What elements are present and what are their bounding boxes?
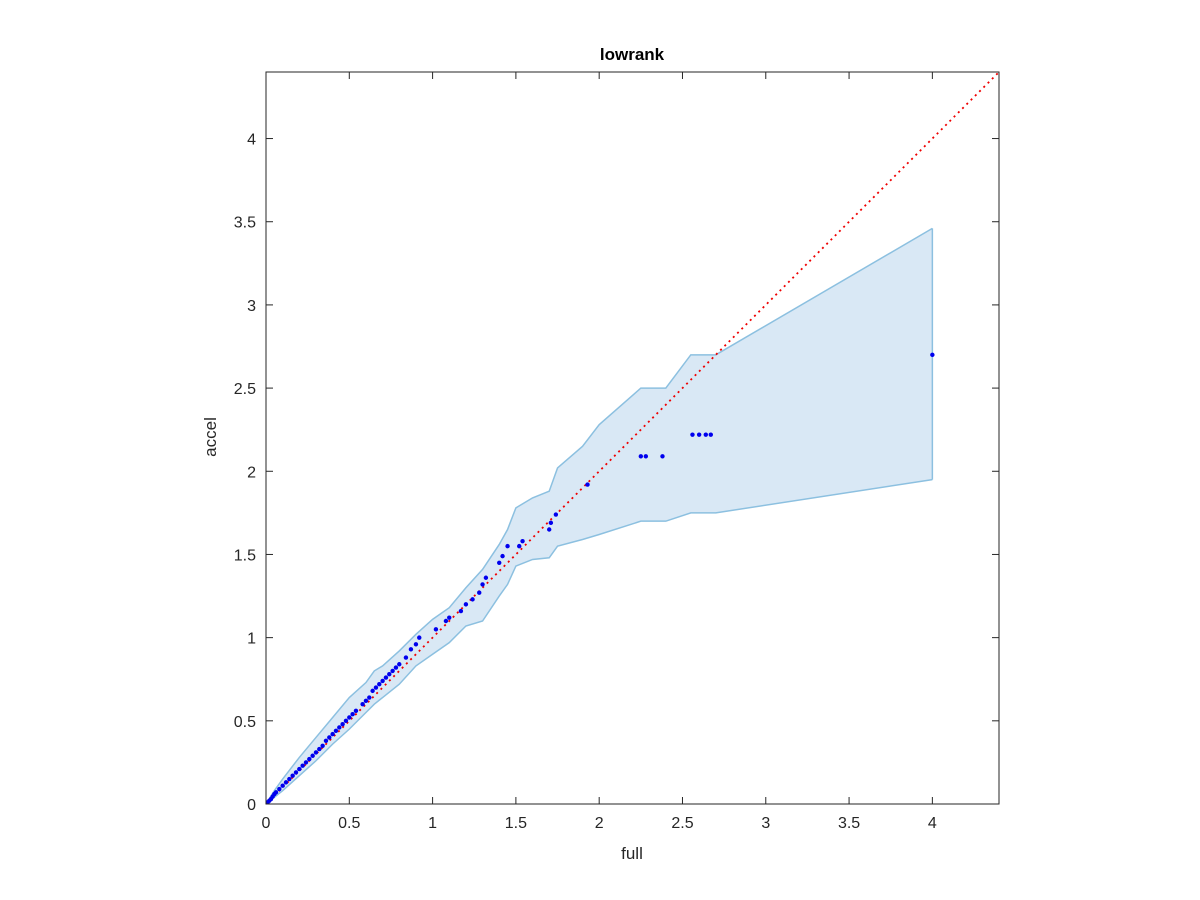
data-point	[340, 721, 345, 727]
data-point	[290, 773, 295, 778]
data-point	[370, 688, 375, 694]
data-point	[696, 432, 702, 437]
x-tick-label: 4	[928, 815, 937, 832]
y-tick-label: 1	[247, 631, 256, 648]
data-point	[297, 766, 302, 772]
data-point	[310, 753, 315, 758]
data-point	[433, 627, 439, 632]
data-point	[323, 738, 329, 743]
data-point	[643, 454, 649, 459]
data-point	[380, 678, 385, 684]
data-point	[330, 731, 335, 737]
data-point	[333, 728, 339, 733]
data-point	[363, 698, 369, 704]
data-point	[470, 597, 475, 602]
data-point	[477, 590, 482, 595]
data-point	[690, 432, 695, 437]
data-point	[497, 560, 502, 565]
data-point	[397, 662, 402, 667]
y-tick-label: 2	[247, 464, 256, 481]
reference-line	[265, 71, 1000, 805]
data-point	[520, 538, 525, 544]
data-point	[337, 725, 342, 730]
data-point	[300, 763, 305, 768]
data-point	[660, 454, 665, 459]
data-point	[360, 701, 365, 707]
data-point	[443, 618, 449, 624]
x-tick-label: 2	[595, 815, 604, 832]
data-point	[447, 615, 452, 620]
x-tick-label: 3.5	[838, 815, 860, 832]
data-point	[483, 575, 489, 580]
data-point	[417, 635, 422, 640]
reference-line-layer	[265, 71, 1000, 805]
ticks-layer: 0 0.5 1 1.5 2 2.5 3 3.5 4 0 0.5 1 1.5 2 2.5 3 3.5 4	[234, 72, 999, 832]
data-point	[280, 783, 285, 788]
data-point	[548, 520, 554, 526]
data-point	[505, 543, 510, 549]
y-axis-label: accel	[201, 417, 220, 457]
data-point	[413, 642, 419, 647]
confidence-band-lower	[265, 478, 933, 805]
data-point	[408, 647, 414, 652]
data-point	[547, 527, 552, 532]
confidence-band-upper	[265, 227, 933, 805]
data-point	[500, 553, 505, 559]
x-axis-label: full	[621, 844, 643, 863]
y-tick-label: 2.5	[234, 381, 256, 398]
data-point	[367, 695, 372, 700]
y-tick-label: 4	[247, 132, 256, 149]
data-point	[320, 743, 325, 748]
x-tick-label: 0	[262, 815, 271, 832]
data-point	[403, 655, 409, 660]
data-point	[350, 711, 355, 717]
axes-box	[265, 71, 1000, 805]
y-tick-label: 3	[247, 298, 256, 315]
data-point	[353, 708, 359, 714]
x-tick-label: 2.5	[671, 815, 693, 832]
data-point	[277, 786, 282, 792]
data-point	[313, 750, 319, 755]
axes-layer	[265, 71, 1000, 805]
data-point	[327, 735, 332, 740]
y-tick-label: 3.5	[234, 215, 256, 232]
y-tick-label: 0	[247, 797, 256, 814]
data-point	[517, 543, 522, 549]
x-tick-label: 1	[428, 815, 437, 832]
chart-title: lowrank	[600, 45, 665, 64]
confidence-band-layer	[265, 227, 934, 805]
data-point	[458, 608, 464, 614]
confidence-band-fill	[266, 228, 933, 804]
x-tick-label: 1.5	[505, 815, 527, 832]
data-point	[553, 512, 559, 517]
data-point	[383, 675, 389, 680]
data-point	[393, 665, 399, 670]
data-point	[638, 454, 644, 459]
data-point	[273, 790, 279, 795]
data-point	[390, 668, 395, 674]
data-points-layer	[265, 352, 935, 805]
data-point	[347, 715, 352, 720]
y-tick-label: 0.5	[234, 714, 256, 731]
data-point	[373, 685, 379, 690]
data-point	[317, 746, 322, 752]
data-point	[480, 582, 485, 587]
data-point	[283, 780, 289, 785]
data-point	[463, 602, 469, 607]
data-point	[377, 682, 382, 687]
data-point	[585, 482, 590, 487]
data-point	[708, 432, 713, 437]
x-tick-label: 0.5	[338, 815, 360, 832]
data-point	[287, 776, 292, 782]
y-tick-label: 1.5	[234, 547, 256, 564]
data-point	[343, 718, 349, 724]
data-point	[703, 432, 708, 437]
data-point	[930, 352, 935, 358]
x-tick-label: 3	[761, 815, 770, 832]
data-point	[307, 756, 312, 762]
data-point	[293, 770, 299, 775]
data-point	[387, 672, 392, 677]
data-point	[303, 760, 309, 765]
